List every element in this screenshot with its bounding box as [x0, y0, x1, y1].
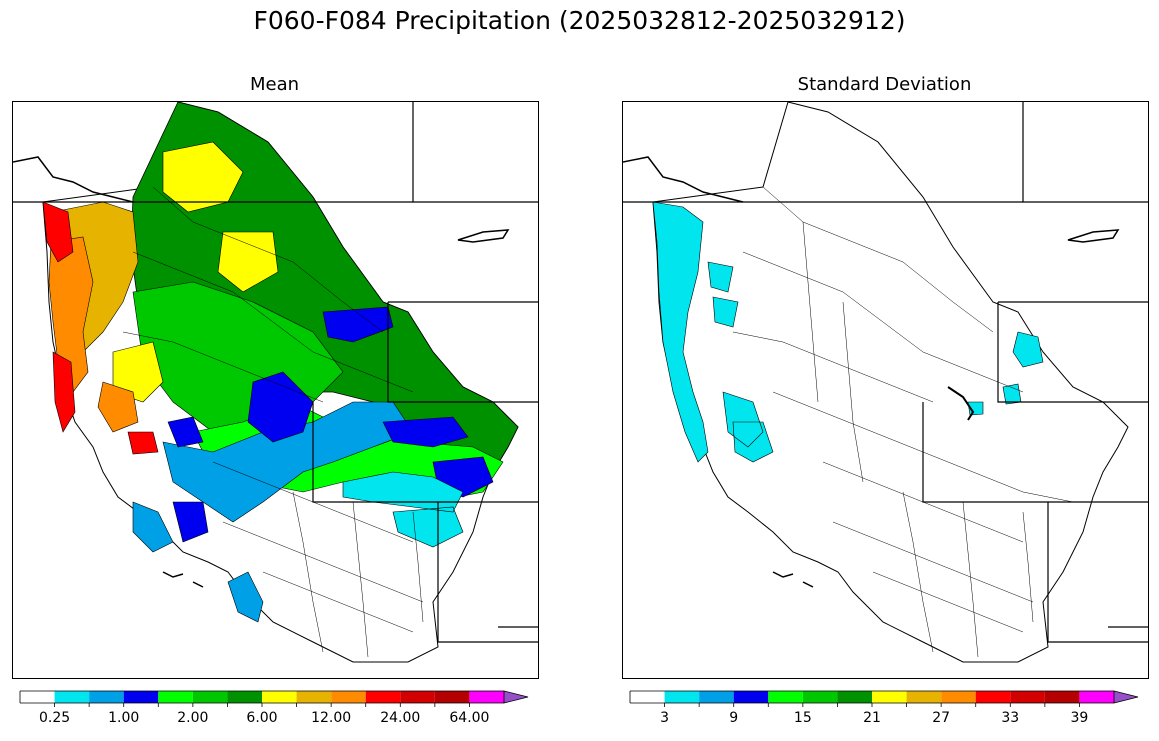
cyan-interior-region: [707, 261, 1044, 463]
darkblue-region: [167, 306, 494, 543]
mean-colorbar-tick-label: 1.00: [108, 710, 140, 726]
stddev-colorbar-tick-labels: 3 9 15 21 27 33 39: [630, 710, 1140, 730]
mean-colorbar-swatch: [89, 691, 124, 703]
yellow-region: [112, 141, 279, 403]
stddev-colorbar-swatch: [906, 691, 942, 703]
mean-colorbar-swatch: [469, 691, 504, 703]
mean-colorbar-swatch: [434, 691, 470, 703]
mean-colorbar-swatch: [262, 691, 297, 703]
mean-colorbar-swatch: [400, 691, 435, 703]
cyan-region: [342, 471, 464, 548]
red-region: [42, 201, 159, 455]
stddev-panel-title: Standard Deviation: [797, 74, 972, 95]
stddev-colorbar-tick-label: 33: [1001, 710, 1020, 726]
stddev-colorbar-tick-label: 39: [1070, 710, 1089, 726]
mean-colorbar-swatch: [331, 691, 366, 703]
stddev-colorbar-swatch: [1044, 691, 1080, 703]
stddev-colorbar: 3 9 15 21 27 33 39: [629, 690, 1140, 730]
stddev-colorbar-swatch: [1010, 691, 1045, 703]
mean-colorbar-swatch: [192, 691, 228, 703]
stddev-colorbar-swatch: [837, 691, 872, 703]
stddev-colorbar-tick-label: 3: [660, 710, 670, 726]
cyan-coastal-region: [652, 201, 709, 463]
mean-colorbar-swatch: [365, 691, 401, 703]
stddev-colorbar-swatch: [941, 691, 976, 703]
stddev-colorbar-swatch: [733, 691, 769, 703]
stddev-colorbar-swatch: [630, 691, 665, 703]
stddev-colorbar-tick-label: 27: [932, 710, 951, 726]
mean-colorbar-tick-label: 24.00: [380, 710, 421, 726]
mean-colorbar-swatch: [227, 691, 262, 703]
stddev-colorbar-tick-label: 21: [863, 710, 881, 726]
mean-panel-title: Mean: [249, 74, 300, 95]
mean-colorbar-extend-arrow: [503, 690, 529, 704]
mean-colorbar-swatch: [20, 691, 55, 703]
stddev-colorbar-swatch: [872, 691, 907, 703]
western-us-region: [652, 102, 1129, 663]
mean-colorbar-swatch: [123, 691, 159, 703]
stddev-colorbar-swatch: [1079, 691, 1114, 703]
mean-colorbar-tick-label: 2.00: [177, 710, 209, 726]
mean-colorbar-tick-labels: 0.25 1.00 2.00 6.00 12.00 24.00 64.00: [20, 710, 530, 730]
stddev-colorbar-swatch: [975, 691, 1011, 703]
stddev-colorbar-tick-label: 15: [793, 710, 812, 726]
skyblue-south: [132, 501, 264, 623]
stddev-colorbar-tick-label: 9: [729, 710, 739, 726]
stddev-colorbar-extend-arrow: [1113, 690, 1139, 704]
stddev-map: [622, 101, 1149, 679]
stddev-colorbar-swatch: [664, 691, 700, 703]
mean-colorbar-swatches: [19, 690, 529, 707]
mean-colorbar-swatch: [296, 691, 332, 703]
mean-colorbar: 0.25 1.00 2.00 6.00 12.00 24.00 64.00: [19, 690, 530, 730]
mean-colorbar-swatch: [54, 691, 90, 703]
mean-colorbar-tick-label: 6.00: [246, 710, 278, 726]
mean-colorbar-tick-label: 0.25: [38, 710, 71, 726]
stddev-colorbar-swatches: [629, 690, 1139, 707]
mean-map: [12, 101, 539, 679]
mean-colorbar-tick-label: 64.00: [449, 710, 490, 726]
figure-title: F060-F084 Precipitation (2025032812-2025…: [253, 6, 906, 35]
mean-colorbar-swatch: [158, 691, 193, 703]
stddev-colorbar-swatch: [699, 691, 734, 703]
stddev-colorbar-swatch: [802, 691, 838, 703]
mean-colorbar-tick-label: 12.00: [311, 710, 352, 726]
stddev-colorbar-swatch: [768, 691, 803, 703]
